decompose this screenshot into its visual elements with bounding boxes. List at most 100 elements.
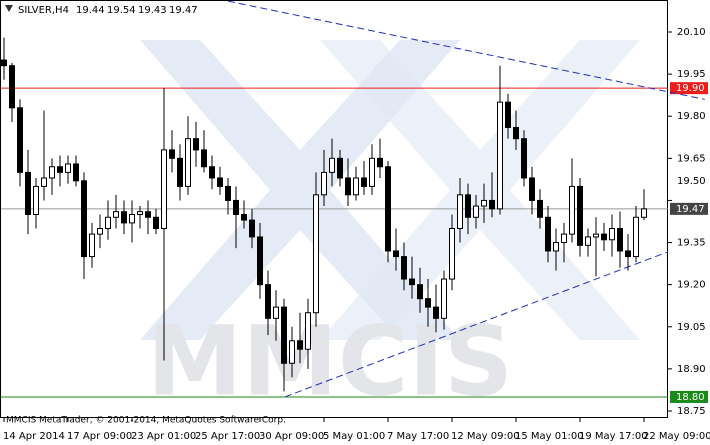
candle-body [17, 107, 23, 173]
candle-body [1, 59, 7, 67]
candle-body [609, 228, 615, 241]
x-tick-label: 30 Apr 09:00 [259, 431, 324, 442]
candle-body [305, 312, 311, 350]
candle-body [361, 177, 367, 187]
candle-body [201, 149, 207, 168]
watermark-text: MMCIS [147, 305, 513, 417]
candle-body [585, 236, 591, 246]
header-value: 19.43 [138, 5, 167, 16]
candle-body [49, 166, 55, 179]
candle-body [25, 171, 31, 215]
symbol-icon [5, 5, 13, 12]
candle-body [449, 228, 455, 280]
candle-body [353, 177, 359, 196]
candle-body [57, 166, 63, 173]
candle-body [377, 157, 383, 168]
candle-body [425, 298, 431, 308]
candle-body [265, 284, 271, 319]
candle-body [185, 138, 191, 187]
candle-body [249, 219, 255, 238]
candle-body [337, 157, 343, 179]
candle-body [545, 216, 551, 252]
candle-body [481, 199, 487, 207]
candle-body [113, 211, 119, 218]
candle-body [433, 306, 439, 319]
candle-body [105, 216, 111, 230]
candle-body [537, 199, 543, 218]
candle-body [97, 228, 103, 235]
candle-body [473, 205, 479, 218]
candle-body [33, 185, 39, 215]
level-label: 18.80 [676, 392, 705, 403]
level-label: 19.47 [676, 204, 705, 215]
candle-body [345, 177, 351, 196]
candle-body [193, 138, 199, 151]
header-value: 19.44 [76, 5, 105, 16]
x-tick-label: 15 May 01:00 [515, 431, 584, 442]
y-tick-label: 19.35 [677, 238, 706, 249]
candle-body [393, 250, 399, 258]
x-tick-label: 7 May 17:00 [387, 431, 449, 442]
x-tick-label: 22 May 09:00 [643, 431, 710, 442]
candle-body [281, 306, 287, 364]
x-tick-label: 25 Apr 17:00 [195, 431, 260, 442]
watermark-logo [140, 40, 460, 340]
candle-body [129, 213, 135, 224]
x-tick-label: 12 May 09:00 [451, 431, 520, 442]
watermark: MMCIS [140, 40, 640, 417]
y-tick-label: 20.10 [677, 27, 706, 38]
level-label-box [670, 82, 708, 95]
candle-body [521, 138, 527, 179]
level-label: 19.90 [676, 83, 705, 94]
candle-body [513, 126, 519, 140]
y-tick-label: 19.80 [677, 111, 706, 122]
x-tick-label: 14 Apr 2014 [3, 431, 65, 442]
candle-body [641, 208, 647, 218]
candle-body [137, 211, 143, 215]
candle-body [209, 166, 215, 179]
symbol: SILVER,H4 [18, 5, 69, 16]
candle-body [529, 177, 535, 201]
watermark-logo [320, 40, 640, 340]
candle-body [505, 101, 511, 128]
candle-body [289, 340, 295, 364]
candle-body [81, 180, 87, 258]
candle-body [633, 216, 639, 258]
footer: MMCIS MetaTrader, © 2001-2014, MetaQuote… [6, 416, 286, 426]
candle-body [577, 185, 583, 246]
candle-body [241, 213, 247, 221]
header-value: 19.54 [107, 5, 136, 16]
candle-body [569, 185, 575, 235]
candle-body [121, 211, 127, 224]
y-tick-label: 19.05 [677, 322, 706, 333]
y-tick-label: 19.50 [677, 176, 706, 187]
candle-body [153, 216, 159, 230]
candle-body [561, 233, 567, 244]
trendline [227, 0, 705, 100]
candle-body [161, 149, 167, 230]
candle-body [225, 185, 231, 201]
candle-body [601, 233, 607, 241]
candle-body [497, 101, 503, 210]
candle-body [625, 250, 631, 258]
candle-body [9, 65, 15, 109]
y-tick-label: 19.65 [677, 153, 706, 164]
candle-body [273, 306, 279, 319]
candle-body [177, 157, 183, 187]
candle-body [41, 177, 47, 187]
x-tick-label: 19 May 17:00 [579, 431, 648, 442]
candle-body [465, 194, 471, 218]
x-tick-label: 5 May 01:00 [323, 431, 385, 442]
candle-body [321, 171, 327, 196]
x-tick-label: 17 Apr 09:00 [67, 431, 132, 442]
candle-body [617, 228, 623, 252]
candle-body [489, 199, 495, 210]
candle-body [369, 157, 375, 187]
y-tick-label: 19.95 [677, 69, 706, 80]
y-tick-label: 18.90 [677, 364, 706, 375]
level-label-box [670, 202, 708, 215]
candle-body [233, 199, 239, 215]
candle-body [457, 194, 463, 230]
candle-body [257, 236, 263, 286]
